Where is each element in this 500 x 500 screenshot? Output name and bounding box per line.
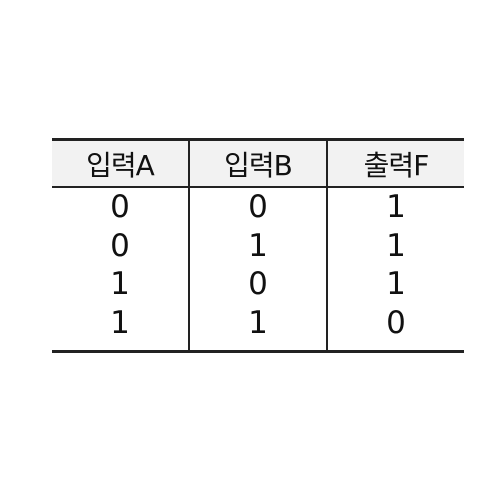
header-input-a: 입력A (52, 138, 190, 188)
header-input-b: 입력B (189, 138, 328, 188)
cell-input-b: 0 (189, 265, 328, 304)
cell-input-b: 1 (189, 226, 328, 265)
cell-output-f: 1 (386, 189, 406, 226)
truth-table: 입력A 입력B 출력F 0 0 1 0 1 1 1 0 1 1 (52, 138, 464, 353)
cell-input-a: 1 (52, 265, 190, 304)
cell-output-f: 0 (327, 303, 464, 353)
cell-input-a: 0 (52, 226, 190, 265)
cell-output-f: 1 (386, 227, 406, 264)
header-row: 입력A 입력B 출력F (52, 138, 464, 188)
table-row: 0 0 1 (52, 187, 464, 227)
table-row: 1 0 1 (52, 265, 464, 304)
cell-output-f: 1 (386, 266, 406, 303)
table-row: 0 1 1 (52, 226, 464, 265)
cell-input-b: 1 (189, 303, 328, 353)
cell-input-a: 0 (52, 187, 190, 227)
cell-input-b: 0 (189, 187, 328, 227)
header-output-f: 출력F (327, 138, 464, 188)
cell-input-a: 1 (52, 303, 190, 353)
table-row: 1 1 0 (52, 303, 464, 353)
